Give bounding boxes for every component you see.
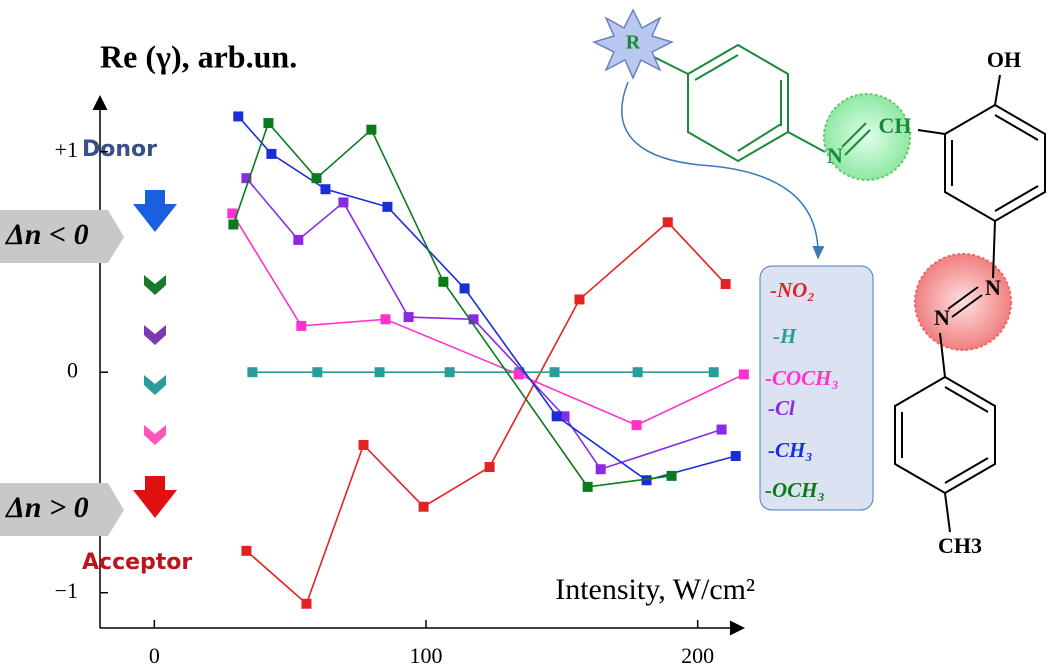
point (551, 411, 562, 422)
series-line (245, 221, 727, 606)
mol-n: N (985, 275, 1001, 300)
point (338, 197, 349, 208)
point (574, 294, 585, 305)
point (559, 411, 570, 422)
point (662, 217, 673, 228)
series-line (231, 213, 745, 427)
point (320, 184, 331, 195)
point (311, 173, 322, 184)
legend-entry: -OCH₃ (765, 478, 825, 502)
point (382, 201, 393, 212)
mol-ch3: CH3 (938, 533, 982, 558)
point (595, 464, 606, 475)
point (247, 367, 258, 378)
point (293, 234, 304, 245)
point (374, 367, 385, 378)
mol-r: R (626, 32, 641, 54)
point (403, 312, 414, 323)
point (708, 367, 719, 378)
point (468, 314, 479, 325)
series-line (232, 121, 672, 488)
point (459, 283, 470, 294)
tag (0, 210, 124, 263)
point (549, 367, 560, 378)
legend-entry: -Cl (768, 396, 795, 420)
mol-oh: OH (987, 47, 1021, 72)
dn-neg-label: Δn < 0 (5, 218, 89, 251)
point (241, 545, 252, 556)
point (366, 124, 377, 135)
x-tick-label: 0 (149, 643, 160, 668)
point (418, 501, 429, 512)
point (716, 424, 727, 435)
point (266, 148, 277, 159)
legend-entry: -NO₂ (770, 278, 815, 302)
donor-label: Donor (82, 137, 157, 162)
point (641, 475, 652, 486)
x-tick-label: 200 (681, 643, 714, 668)
point (632, 367, 643, 378)
dn-pos-label: Δn > 0 (5, 491, 89, 524)
y-tick-label: 0 (67, 357, 78, 382)
acceptor-label: Acceptor (82, 550, 192, 575)
point (358, 439, 369, 450)
point (582, 481, 593, 492)
point (241, 173, 252, 184)
point (484, 462, 495, 473)
series-line (237, 115, 736, 482)
point (312, 367, 323, 378)
point (720, 279, 731, 290)
mol-ch: CH (879, 113, 912, 138)
mol-n: N (934, 305, 950, 330)
chevrons (133, 190, 177, 518)
point (513, 369, 524, 380)
point (666, 470, 677, 481)
point (380, 314, 391, 325)
point (296, 320, 307, 331)
point (263, 118, 274, 129)
point (233, 111, 244, 122)
legend-entry: -H (773, 324, 797, 348)
legend-entry: -COCH₃ (765, 366, 839, 390)
point (738, 369, 749, 380)
point (631, 420, 642, 431)
mol-n: N (827, 143, 843, 168)
legend-entry: -CH₃ (768, 438, 813, 462)
point (444, 367, 455, 378)
x-axis-label: Intensity, W/cm² (555, 573, 755, 606)
y-axis-label: Re (γ), arb.un. (100, 38, 297, 74)
point (730, 451, 741, 462)
series-line (245, 177, 722, 471)
point (227, 208, 238, 219)
tag (0, 483, 124, 536)
point (228, 219, 239, 230)
legend (759, 265, 874, 511)
point (301, 598, 312, 609)
y-tick-label: −1 (55, 578, 78, 603)
molecule (591, 8, 1046, 533)
x-tick-label: 100 (410, 643, 443, 668)
point (438, 276, 449, 287)
y-tick-label: +1 (55, 137, 78, 162)
